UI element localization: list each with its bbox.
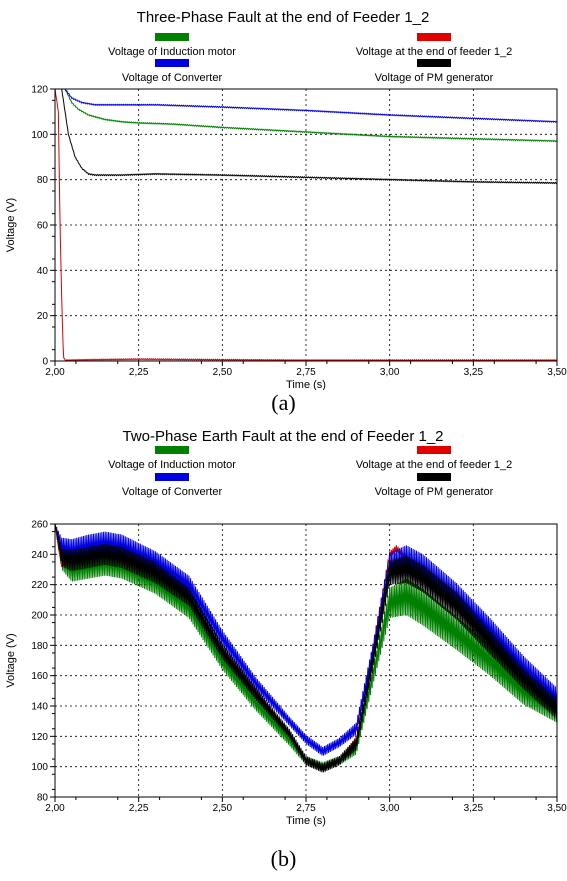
chart-b-x-tick-label: 2,00 xyxy=(45,803,65,814)
chart-a-x-tick-label: 3,25 xyxy=(464,367,484,378)
chart-a: Three-Phase Fault at the end of Feeder 1… xyxy=(5,9,567,390)
chart-a-legend-label-4: Voltage of PM generator xyxy=(375,72,494,84)
chart-b-x-axis-label: Time (s) xyxy=(286,815,326,827)
chart-a-legend-swatch-3 xyxy=(155,59,189,67)
chart-b-y-tick-label: 240 xyxy=(31,550,48,561)
chart-b-series-line-3 xyxy=(55,524,557,756)
chart-a-series-line-3 xyxy=(64,89,557,124)
chart-b-y-tick-label: 180 xyxy=(31,641,48,652)
chart-b-y-tick-label: 100 xyxy=(31,762,48,773)
chart-a-title: Three-Phase Fault at the end of Feeder 1… xyxy=(137,9,430,26)
chart-a-y-tick-label: 60 xyxy=(37,221,49,232)
chart-a-caption: (a) xyxy=(271,390,296,415)
chart-b-y-tick-label: 140 xyxy=(31,702,48,713)
chart-a-y-tick-label: 20 xyxy=(37,311,49,322)
chart-a-panel: Three-Phase Fault at the end of Feeder 1… xyxy=(0,0,567,390)
chart-a-x-axis-label: Time (s) xyxy=(286,379,326,390)
chart-a-series-line-1 xyxy=(64,89,557,143)
chart-b-legend-swatch-2 xyxy=(417,446,451,454)
chart-b-legend-swatch-3 xyxy=(155,473,189,481)
chart-b-x-tick-label: 3,00 xyxy=(380,803,400,814)
chart-b-legend-label-4: Voltage of PM generator xyxy=(375,486,494,498)
chart-b-y-axis-label: Voltage (V) xyxy=(5,633,17,687)
chart-b-legend-label-1: Voltage of Induction motor xyxy=(108,459,236,471)
chart-a-x-tick-label: 3,50 xyxy=(547,367,567,378)
chart-a-x-tick-label: 2,75 xyxy=(296,367,316,378)
chart-b-caption: (b) xyxy=(270,846,297,871)
chart-a-x-tick-label: 2,50 xyxy=(213,367,233,378)
chart-b-title: Two-Phase Earth Fault at the end of Feed… xyxy=(122,428,443,445)
chart-b-y-tick-label: 80 xyxy=(37,793,49,804)
chart-b-legend-swatch-4 xyxy=(417,473,451,481)
chart-b-legend-label-3: Voltage of Converter xyxy=(122,486,223,498)
chart-a-y-tick-label: 0 xyxy=(42,357,48,368)
chart-b-y-tick-label: 200 xyxy=(31,611,48,622)
chart-a-x-tick-label: 2,25 xyxy=(129,367,149,378)
chart-b-panel: Two-Phase Earth Fault at the end of Feed… xyxy=(0,420,567,845)
chart-b-x-tick-label: 2,25 xyxy=(129,803,149,814)
chart-a-series-line-4 xyxy=(61,89,557,185)
chart-b-y-tick-label: 160 xyxy=(31,671,48,682)
chart-a-legend-swatch-4 xyxy=(417,59,451,67)
chart-a-y-tick-label: 80 xyxy=(37,175,49,186)
chart-b-y-tick-label: 120 xyxy=(31,732,48,743)
chart-a-x-tick-label: 3,00 xyxy=(380,367,400,378)
chart-a-legend-swatch-1 xyxy=(155,33,189,41)
chart-a-legend-label-3: Voltage of Converter xyxy=(122,72,223,84)
chart-b-y-tick-label: 260 xyxy=(31,520,48,531)
chart-a-x-tick-label: 2,00 xyxy=(45,367,65,378)
chart-b-x-tick-label: 3,50 xyxy=(547,803,567,814)
chart-b-x-tick-label: 3,25 xyxy=(464,803,484,814)
chart-b: Two-Phase Earth Fault at the end of Feed… xyxy=(5,428,567,827)
chart-a-legend-swatch-2 xyxy=(417,33,451,41)
chart-a-y-tick-label: 100 xyxy=(31,130,48,141)
chart-b-x-tick-label: 2,75 xyxy=(296,803,316,814)
chart-a-y-tick-label: 120 xyxy=(31,85,48,96)
chart-a-legend-label-2: Voltage at the end of feeder 1_2 xyxy=(356,46,513,58)
chart-b-legend-label-2: Voltage at the end of feeder 1_2 xyxy=(356,459,513,471)
chart-b-y-tick-label: 220 xyxy=(31,580,48,591)
chart-a-legend-label-1: Voltage of Induction motor xyxy=(108,46,236,58)
chart-a-y-tick-label: 40 xyxy=(37,266,49,277)
chart-b-legend-swatch-1 xyxy=(155,446,189,454)
chart-b-series-line-4 xyxy=(55,524,557,773)
chart-a-y-axis-label: Voltage (V) xyxy=(5,198,17,252)
chart-b-x-tick-label: 2,50 xyxy=(213,803,233,814)
